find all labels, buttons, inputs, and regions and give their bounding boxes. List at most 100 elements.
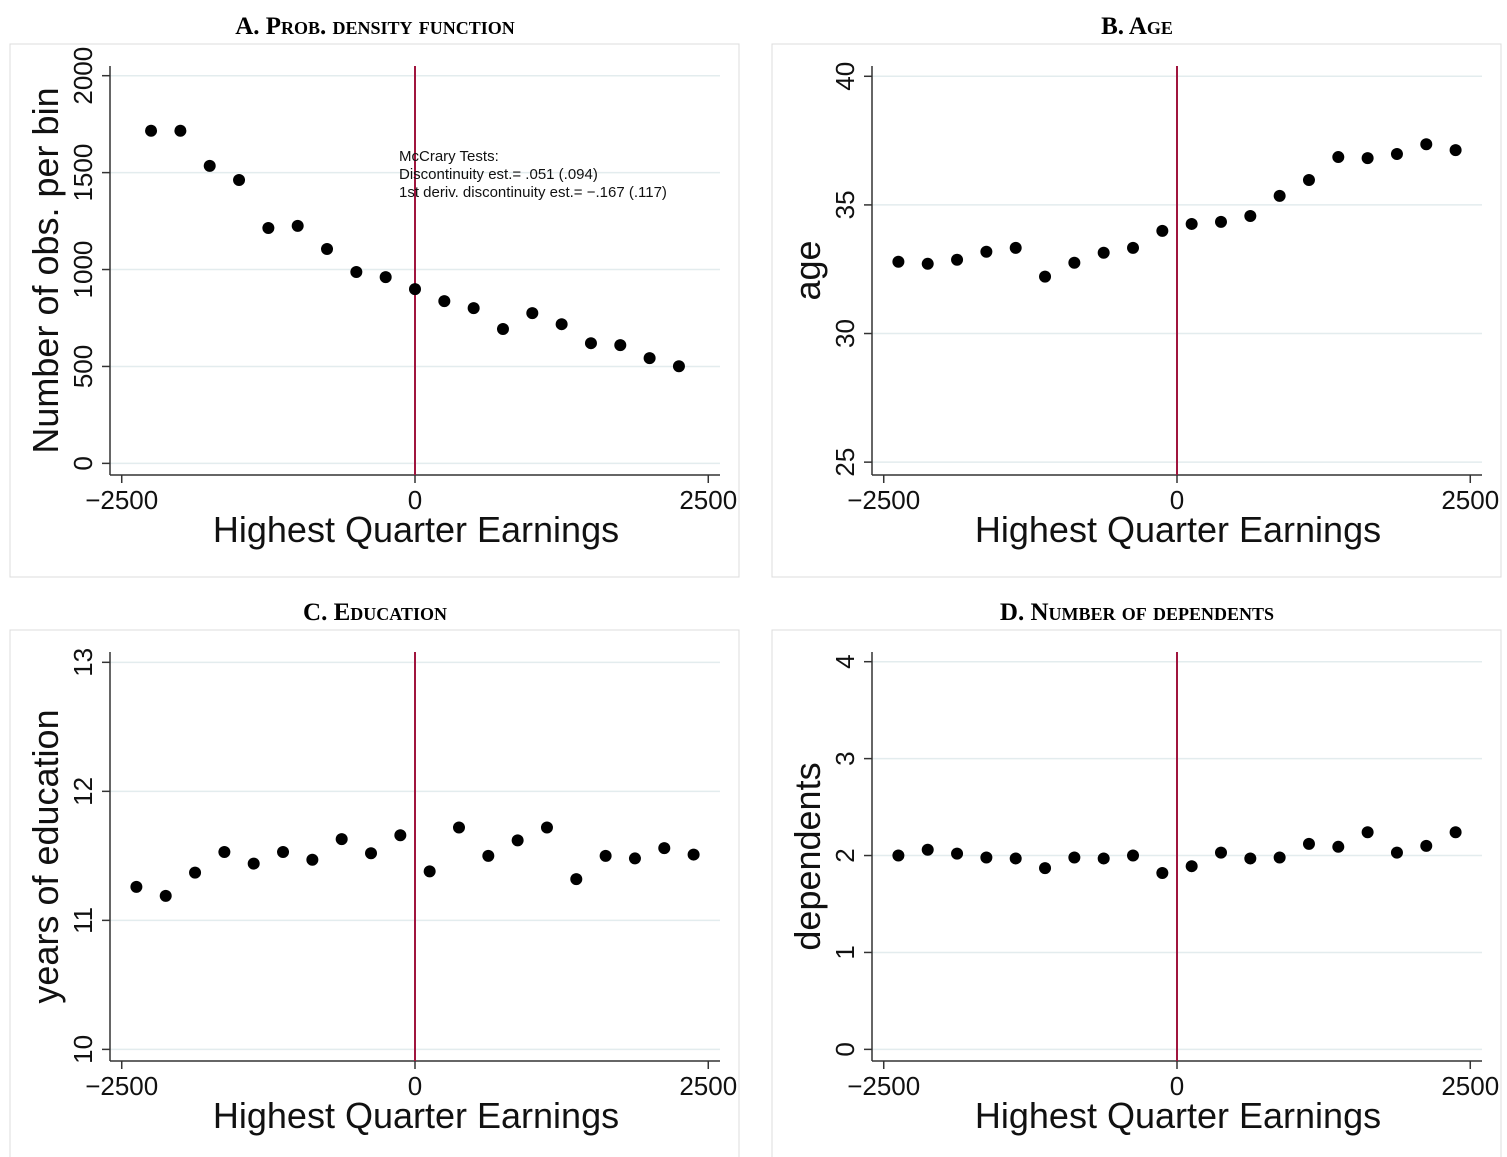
x-tick-label: −2500 xyxy=(847,1071,920,1101)
panel-title: C. Education xyxy=(303,599,447,626)
y-tick-label: 4 xyxy=(830,654,860,668)
data-point xyxy=(291,219,304,232)
data-point xyxy=(511,834,524,847)
panel-title: D. Number of dependents xyxy=(1000,599,1274,626)
data-point xyxy=(892,255,905,268)
panel-frame xyxy=(771,629,1502,1157)
y-tick-label: 1500 xyxy=(68,144,98,202)
data-point xyxy=(1273,851,1286,864)
data-point xyxy=(1039,270,1052,283)
panel-frame xyxy=(9,629,740,1157)
data-point xyxy=(628,852,641,865)
x-axis-label: Highest Quarter Earnings xyxy=(213,1095,619,1136)
data-point xyxy=(1244,209,1257,222)
data-point xyxy=(130,880,143,893)
panel-title: A. Prob. density function xyxy=(235,13,515,40)
data-point xyxy=(672,360,685,373)
panel-frame xyxy=(771,43,1502,578)
y-tick-label: 2000 xyxy=(68,47,98,105)
y-axis-label: age xyxy=(787,240,828,300)
data-point xyxy=(1009,241,1022,254)
data-point xyxy=(951,253,964,266)
y-tick-label: 1 xyxy=(830,945,860,959)
data-point xyxy=(1185,217,1198,230)
x-tick-label: 0 xyxy=(408,485,422,515)
y-tick-label: 0 xyxy=(830,1042,860,1056)
data-point xyxy=(438,295,451,308)
data-point xyxy=(1127,849,1140,862)
data-point xyxy=(321,242,334,255)
data-point xyxy=(423,865,436,878)
x-axis-label: Highest Quarter Earnings xyxy=(213,509,619,550)
x-tick-label: −2500 xyxy=(85,485,158,515)
panel-title: B. Age xyxy=(1101,13,1173,40)
y-tick-label: 13 xyxy=(68,648,98,677)
data-point xyxy=(145,124,158,137)
data-point xyxy=(1097,246,1110,259)
x-axis-label: Highest Quarter Earnings xyxy=(975,509,1381,550)
y-tick-label: 2 xyxy=(830,848,860,862)
data-point xyxy=(482,849,495,862)
y-tick-label: 11 xyxy=(68,907,98,934)
data-point xyxy=(980,851,993,864)
data-point xyxy=(540,821,553,834)
data-point xyxy=(1009,852,1022,865)
data-point xyxy=(1156,224,1169,237)
data-point xyxy=(614,339,627,352)
x-tick-label: 0 xyxy=(1170,485,1184,515)
data-point xyxy=(687,848,700,861)
data-point xyxy=(1420,138,1433,151)
x-tick-label: −2500 xyxy=(85,1071,158,1101)
data-point xyxy=(921,843,934,856)
data-point xyxy=(409,283,421,296)
y-tick-label: 1000 xyxy=(68,241,98,299)
data-point xyxy=(496,323,509,336)
y-tick-label: 500 xyxy=(68,345,98,388)
data-point xyxy=(1449,144,1462,157)
data-point xyxy=(233,173,246,186)
data-point xyxy=(174,124,187,137)
data-point xyxy=(1127,241,1140,254)
y-tick-label: 3 xyxy=(830,751,860,765)
data-point xyxy=(1068,851,1081,864)
data-point xyxy=(555,318,568,331)
y-tick-label: 40 xyxy=(830,62,860,91)
y-tick-label: 12 xyxy=(68,777,98,806)
data-point xyxy=(277,845,290,858)
y-tick-label: 30 xyxy=(830,319,860,348)
x-tick-label: 2500 xyxy=(679,485,737,515)
y-axis-label: dependents xyxy=(787,762,828,950)
x-tick-label: 2500 xyxy=(1441,485,1499,515)
data-point xyxy=(218,845,231,858)
data-point xyxy=(1273,189,1286,202)
data-point xyxy=(1390,147,1403,160)
data-point xyxy=(1449,826,1462,839)
x-tick-label: 0 xyxy=(408,1071,422,1101)
data-point xyxy=(1302,837,1315,850)
data-point xyxy=(980,245,993,258)
data-point xyxy=(570,873,583,886)
data-point xyxy=(1097,852,1110,865)
data-point xyxy=(921,257,934,270)
annotation: 1st deriv. discontinuity est.= −.167 (.1… xyxy=(399,184,667,201)
data-point xyxy=(379,271,392,284)
data-point xyxy=(658,842,671,855)
data-point xyxy=(1156,866,1169,879)
annotation: McCrary Tests: xyxy=(399,148,499,165)
data-point xyxy=(892,849,905,862)
data-point xyxy=(1244,852,1257,865)
data-point xyxy=(189,866,202,879)
y-tick-label: 25 xyxy=(830,448,860,477)
x-axis-label: Highest Quarter Earnings xyxy=(975,1095,1381,1136)
data-point xyxy=(467,302,480,315)
data-point xyxy=(1332,840,1345,853)
y-axis-label: years of education xyxy=(25,709,66,1003)
data-point xyxy=(1039,862,1052,875)
annotation: Discontinuity est.= .051 (.094) xyxy=(399,166,598,183)
data-point xyxy=(1302,173,1315,186)
data-point xyxy=(262,222,275,235)
data-point xyxy=(365,847,378,860)
data-point xyxy=(306,853,319,866)
data-point xyxy=(159,889,172,902)
data-point xyxy=(1185,860,1198,873)
